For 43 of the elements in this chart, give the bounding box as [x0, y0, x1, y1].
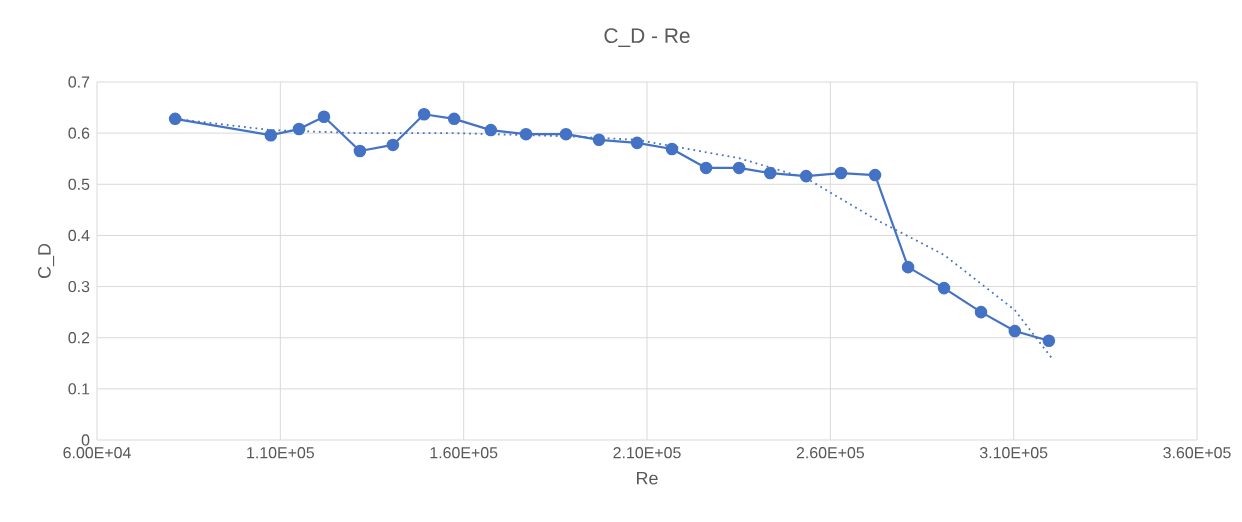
point [974, 305, 988, 319]
point [1042, 334, 1056, 348]
x-tick-label: 3.10E+05 [979, 447, 1048, 459]
y-tick-label: 0.3 [68, 280, 90, 293]
x-tick-label: 2.10E+05 [613, 447, 681, 459]
chart-title: C_D - Re [604, 28, 690, 48]
y-tick-label: 0 [81, 434, 90, 446]
point [386, 138, 400, 152]
point [763, 166, 777, 180]
point [592, 133, 606, 147]
point [732, 161, 746, 175]
point [417, 107, 431, 121]
point [317, 110, 331, 124]
x-tick-label: 2.60E+05 [796, 447, 865, 459]
point [937, 281, 951, 295]
point [168, 112, 182, 126]
point [484, 123, 498, 137]
point [559, 127, 573, 141]
point [834, 166, 848, 180]
point [799, 169, 813, 183]
point [519, 127, 533, 141]
point [353, 144, 367, 158]
point [1008, 324, 1022, 338]
y-tick-label: 0.4 [68, 229, 90, 242]
point [699, 161, 713, 175]
point [292, 122, 306, 136]
y-tick-label: 0.1 [68, 383, 90, 395]
x-tick-label: 1.10E+05 [247, 447, 315, 459]
x-tick-label: 1.60E+05 [430, 447, 498, 459]
point [665, 142, 679, 156]
y-tick-label: 0.5 [68, 178, 90, 190]
point [630, 136, 644, 150]
x-tick-label: 3.60E+05 [1163, 447, 1231, 459]
y-tick-label: 0.2 [68, 332, 90, 344]
y-axis-title: C_D [38, 243, 55, 279]
y-tick-label: 0.6 [68, 127, 90, 139]
point [447, 112, 461, 126]
y-tick-label: 0.7 [68, 76, 90, 88]
point [868, 168, 882, 182]
point [901, 260, 915, 274]
x-axis-title: Re [637, 472, 658, 485]
x-tick-label: 6.00E+04 [63, 447, 131, 459]
point [264, 128, 278, 142]
